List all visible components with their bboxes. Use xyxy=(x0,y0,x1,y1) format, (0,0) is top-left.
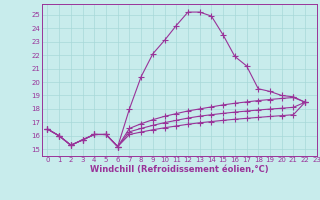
X-axis label: Windchill (Refroidissement éolien,°C): Windchill (Refroidissement éolien,°C) xyxy=(90,165,268,174)
